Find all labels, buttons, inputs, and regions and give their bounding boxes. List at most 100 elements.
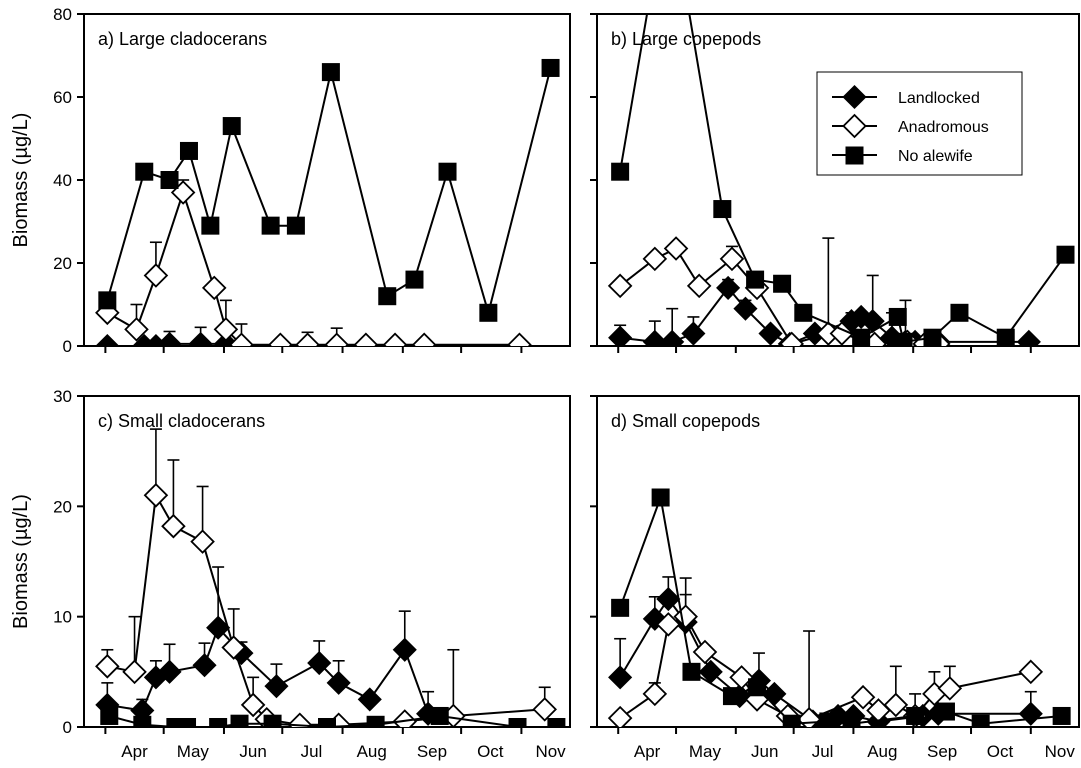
data-point-anadromous: [213, 317, 239, 342]
data-point-no-alewife: [378, 287, 397, 306]
y-tick-label: 30: [53, 387, 72, 406]
data-point-no-alewife: [611, 598, 630, 617]
y-tick-label: 0: [63, 337, 72, 356]
data-point-anadromous: [324, 332, 349, 346]
series-landlocked: [95, 566, 441, 726]
data-point-anadromous: [692, 639, 718, 665]
data-point-landlocked: [758, 321, 783, 346]
panel-title: a) Large cladocerans: [98, 29, 267, 49]
data-point-anadromous: [686, 273, 712, 299]
y-tick-label: 60: [53, 88, 72, 107]
series-no-alewife: [611, 488, 1071, 727]
data-point-landlocked: [608, 325, 633, 346]
x-tick-label-jul: Jul: [301, 742, 323, 761]
x-tick-label-aug: Aug: [357, 742, 387, 761]
data-point-anadromous: [937, 676, 963, 701]
data-point-anadromous: [392, 709, 418, 727]
legend-entry-anadromous: Anadromous: [832, 113, 989, 139]
data-point-no-alewife: [936, 702, 955, 721]
x-tick-label-jul: Jul: [812, 742, 834, 761]
panel-title: d) Small copepods: [611, 411, 760, 431]
plot-area: [607, 488, 1071, 727]
panel-title: b) Large copepods: [611, 29, 761, 49]
data-point-anadromous: [607, 705, 633, 727]
y-tick-label: 20: [53, 254, 72, 273]
panels: 0 20 40 60 80 Biomass (µg/L) a) Large cladocer…: [10, 5, 1080, 761]
series-no-alewife: [98, 58, 560, 322]
panel-title: c) Small cladocerans: [98, 411, 265, 431]
x-tick-label-jun: Jun: [239, 742, 266, 761]
y-axis-label: Biomass (µg/L): [10, 113, 32, 248]
data-point-landlocked: [681, 321, 706, 346]
data-point-anadromous: [779, 331, 805, 346]
data-point-landlocked: [392, 637, 417, 662]
data-point-anadromous: [607, 273, 633, 299]
data-point-no-alewife: [746, 270, 765, 289]
data-point-anadromous: [507, 332, 532, 346]
x-tick-label-apr: Apr: [121, 742, 148, 761]
data-point-no-alewife: [842, 714, 861, 727]
data-point-no-alewife: [133, 715, 152, 727]
y-tick-label: 40: [53, 171, 72, 190]
y-axis-label: Biomass (µg/L): [10, 494, 32, 629]
series-no-alewife: [100, 706, 566, 727]
data-point-no-alewife: [318, 718, 336, 727]
legend-label-no-alewife: No alewife: [898, 148, 973, 165]
data-point-anadromous: [382, 332, 408, 346]
data-point-anadromous: [883, 692, 909, 718]
y-tick-label: 0: [63, 718, 72, 737]
data-point-no-alewife: [819, 712, 838, 727]
x-tick-label-jun: Jun: [751, 742, 778, 761]
data-point-no-alewife: [100, 706, 119, 725]
data-point-landlocked: [1016, 329, 1041, 346]
data-point-landlocked: [326, 670, 351, 695]
data-point-no-alewife: [321, 63, 340, 82]
data-point-no-alewife: [547, 718, 566, 727]
data-point-landlocked: [307, 650, 332, 676]
data-point-no-alewife: [682, 662, 701, 681]
data-point-anadromous: [532, 697, 558, 722]
data-point-no-alewife: [996, 328, 1015, 346]
data-point-no-alewife: [722, 687, 741, 706]
legend-marker-anadromous: [842, 113, 867, 139]
data-point-no-alewife: [160, 171, 179, 189]
data-point-no-alewife: [209, 718, 228, 727]
x-tick-label-nov: Nov: [535, 742, 566, 761]
legend-entry-landlocked: Landlocked: [832, 84, 980, 110]
panel-b: b) Large copepods: [590, 13, 1080, 353]
data-point-no-alewife: [748, 678, 767, 697]
x-tick-label-oct: Oct: [477, 742, 504, 761]
data-point-landlocked: [157, 659, 182, 684]
data-point-anadromous: [295, 332, 320, 346]
x-tick-label-may: May: [689, 742, 722, 761]
data-point-no-alewife: [950, 303, 969, 322]
data-point-landlocked: [716, 275, 741, 300]
data-point-landlocked: [660, 329, 685, 346]
series-anadromous: [95, 179, 532, 346]
data-point-no-alewife: [438, 162, 457, 181]
data-point-no-alewife: [906, 706, 925, 725]
data-point-anadromous: [850, 684, 876, 710]
legend-marker-landlocked: [842, 84, 867, 110]
data-point-no-alewife: [135, 162, 154, 181]
data-point-anadromous: [229, 332, 254, 346]
data-point-anadromous: [143, 263, 169, 288]
legend-entry-no-alewife: No alewife: [832, 146, 973, 165]
data-point-no-alewife: [230, 714, 249, 727]
series-landlocked: [608, 576, 1043, 727]
data-point-no-alewife: [98, 291, 117, 310]
data-point-no-alewife: [794, 303, 813, 322]
data-point-no-alewife: [541, 58, 560, 77]
data-point-no-alewife: [852, 328, 871, 346]
series-anadromous: [95, 428, 558, 727]
data-point-no-alewife: [430, 706, 449, 725]
data-point-landlocked: [157, 331, 182, 346]
y-tick-label: 20: [53, 497, 72, 516]
data-point-landlocked: [642, 329, 667, 346]
data-point-no-alewife: [201, 216, 220, 235]
series-landlocked: [608, 274, 1041, 346]
data-point-anadromous: [663, 236, 689, 261]
data-point-anadromous: [221, 635, 246, 660]
data-point-no-alewife: [894, 332, 913, 346]
